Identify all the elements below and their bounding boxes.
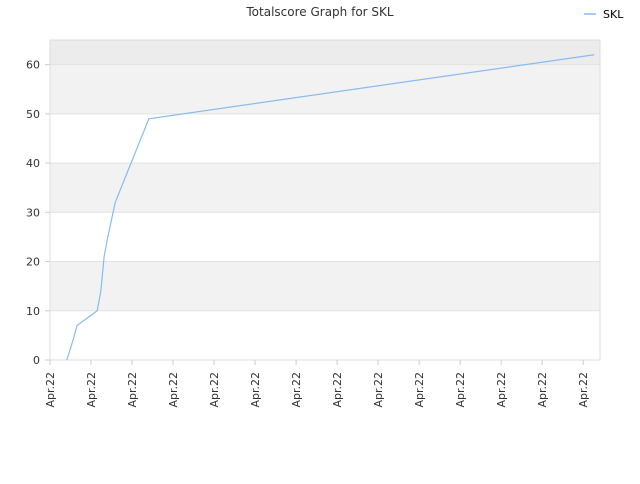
y-tick-label: 60 xyxy=(26,59,40,72)
x-tick-label: Apr.22 xyxy=(495,372,508,408)
x-tick-label: Apr.22 xyxy=(536,372,549,408)
x-tick-label: Apr.22 xyxy=(44,372,57,408)
y-tick-label: 40 xyxy=(26,157,40,170)
x-tick-label: Apr.22 xyxy=(249,372,262,408)
x-tick-label: Apr.22 xyxy=(577,372,590,408)
x-tick-label: Apr.22 xyxy=(167,372,180,408)
plot-top-band xyxy=(50,40,600,65)
y-tick-label: 30 xyxy=(26,206,40,219)
y-tick-label: 10 xyxy=(26,305,40,318)
x-tick-label: Apr.22 xyxy=(331,372,344,408)
x-tick-label: Apr.22 xyxy=(454,372,467,408)
x-tick-label: Apr.22 xyxy=(290,372,303,408)
x-tick-label: Apr.22 xyxy=(85,372,98,408)
y-tick-label: 0 xyxy=(33,354,40,367)
x-tick-label: Apr.22 xyxy=(372,372,385,408)
x-tick-label: Apr.22 xyxy=(208,372,221,408)
x-tick-label: Apr.22 xyxy=(126,372,139,408)
y-tick-label: 20 xyxy=(26,256,40,269)
plot-frame xyxy=(49,39,601,361)
chart-title: Totalscore Graph for SKL xyxy=(245,5,394,19)
y-tick-label: 50 xyxy=(26,108,40,121)
plot-band xyxy=(50,261,600,311)
legend-label: SKL xyxy=(603,8,624,21)
plot-band xyxy=(50,163,600,213)
plot-band xyxy=(50,64,600,114)
x-tick-label: Apr.22 xyxy=(413,372,426,408)
series-line xyxy=(66,54,595,361)
